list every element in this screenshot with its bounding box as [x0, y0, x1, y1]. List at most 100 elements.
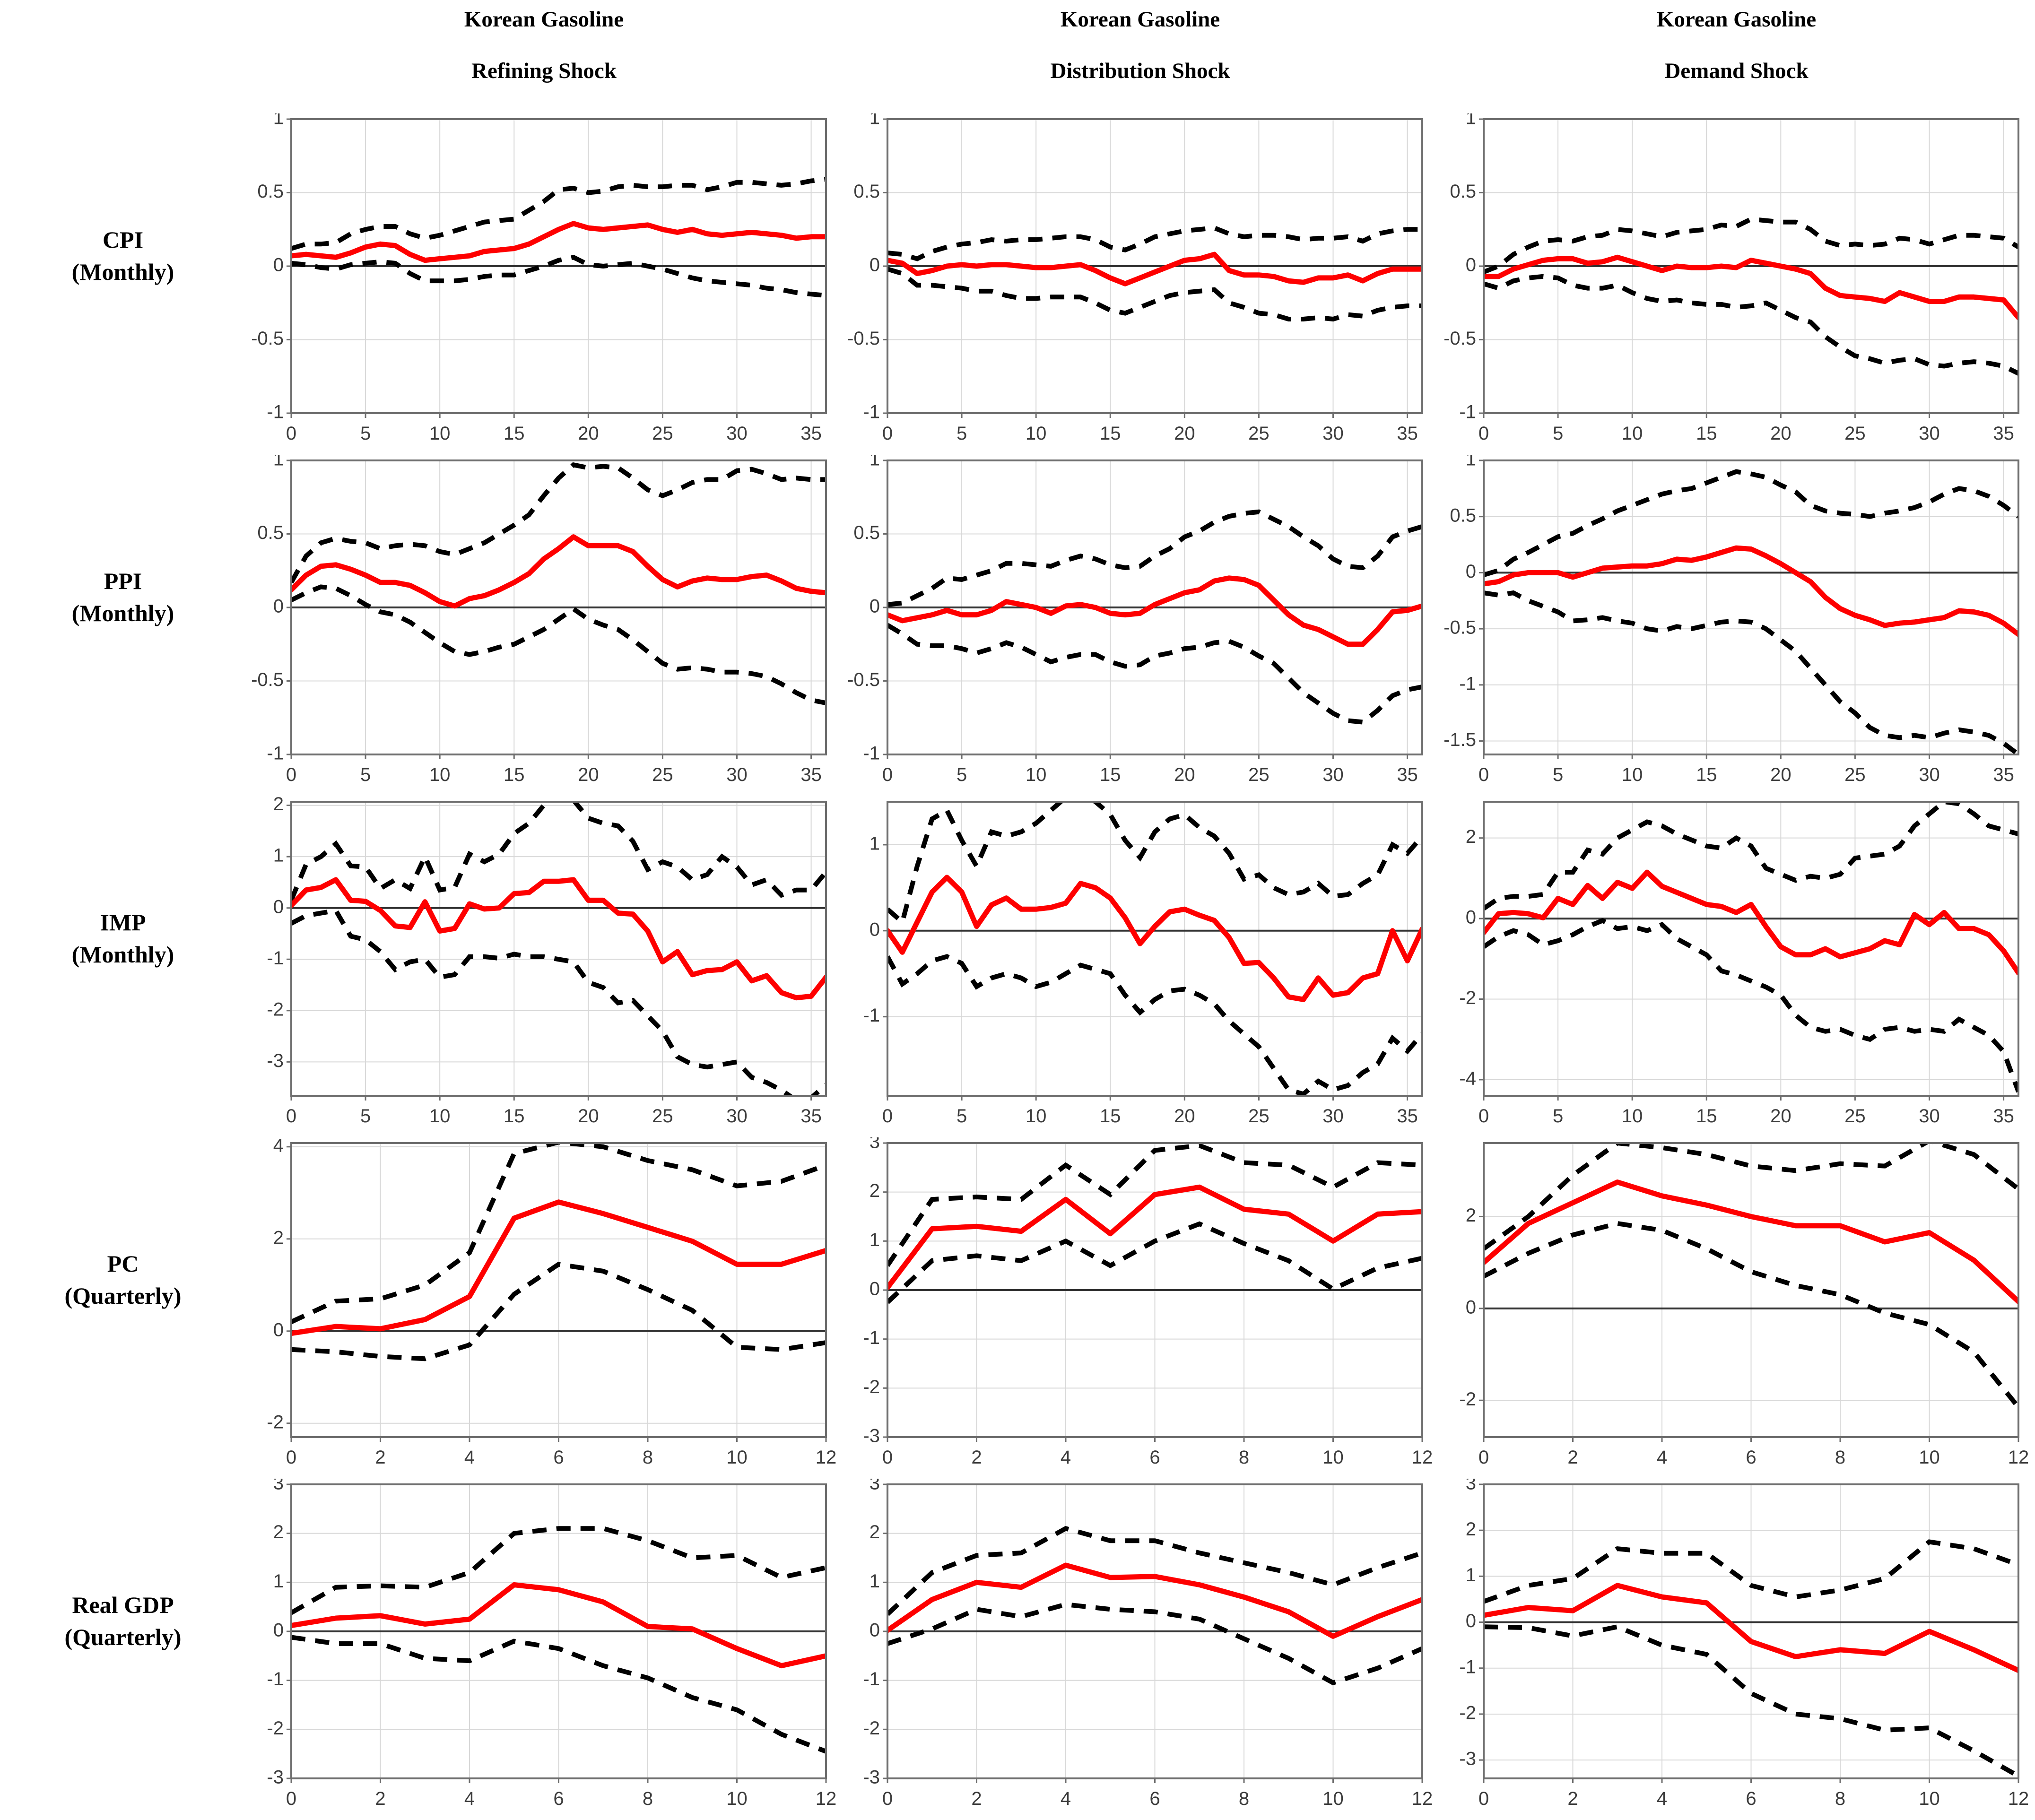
y-tick-label: -0.5 — [1444, 328, 1476, 349]
row-label-line1: PC — [107, 1250, 139, 1277]
upper-band-line — [887, 509, 1422, 607]
x-tick-label: 10 — [1622, 1106, 1643, 1127]
x-tick-label: 35 — [800, 1106, 822, 1127]
y-tick-label: 0 — [870, 919, 880, 940]
y-tick-label: 2 — [273, 1227, 284, 1248]
upper-band-line — [1484, 217, 2018, 275]
x-tick-label: 15 — [1100, 423, 1121, 444]
x-tick-label: 0 — [1478, 764, 1489, 785]
lower-band-line — [887, 1602, 1422, 1686]
x-tick-label: 5 — [360, 1106, 371, 1127]
lower-band-line — [887, 954, 1422, 1096]
x-tick-label: 15 — [1100, 1106, 1121, 1127]
x-tick-label: 0 — [882, 1447, 893, 1468]
column-title-line1: Korean Gasoline — [1060, 7, 1220, 32]
chart-cpi-refining-shock: 1 0.5 0 -0.5 -1 0 5 10 15 20 25 30 35 — [246, 113, 842, 455]
y-tick-label: -1.5 — [1444, 729, 1476, 750]
x-tick-label: 20 — [1770, 423, 1791, 444]
column-title-refining-shock: Korean Gasoline Refining Shock — [246, 0, 842, 113]
lower-band-line — [1484, 274, 2018, 376]
x-tick-label: 5 — [957, 1106, 967, 1127]
x-tick-label: 10 — [726, 1447, 748, 1468]
chart-svg: 210-1-2-30 5 10 15 20 25 30 35 — [267, 796, 827, 1127]
plot-frame — [887, 801, 1423, 1097]
y-tick-label: 1 — [870, 113, 880, 129]
y-tick-label: -1 — [863, 1669, 880, 1690]
upper-band-line — [1484, 1539, 2018, 1604]
y-tick-label: 0 — [273, 596, 284, 617]
y-tick-label: -1 — [267, 402, 284, 423]
x-tick-label: 15 — [1100, 764, 1121, 785]
point-estimate-line — [291, 1582, 826, 1669]
column-title-line1: Korean Gasoline — [464, 7, 624, 32]
x-tick-label: 30 — [1919, 1106, 1940, 1127]
x-tick-label: 0 — [286, 1447, 296, 1468]
x-tick-label: 2 — [1567, 1447, 1578, 1468]
x-tick-label: 35 — [1397, 423, 1418, 444]
x-tick-label: 20 — [1174, 1106, 1195, 1127]
y-tick-label: 2 — [1466, 826, 1476, 847]
x-tick-label: 12 — [1412, 1447, 1433, 1468]
y-tick-label: 1 — [1466, 113, 1476, 129]
chart-svg: 420-20 2 4 6 8 10 12 — [267, 1137, 836, 1468]
lower-band-line — [291, 1635, 826, 1754]
lower-band-line — [291, 584, 826, 706]
point-estimate-line — [1484, 254, 2018, 321]
x-tick-label: 15 — [1696, 1106, 1717, 1127]
y-tick-label: -3 — [267, 1050, 284, 1071]
y-tick-label: -1 — [863, 1327, 880, 1348]
chart-svg: 10.50-0.5-1-1.50 5 10 15 20 25 30 35 — [1444, 455, 2019, 785]
x-tick-label: 20 — [578, 1106, 599, 1127]
x-tick-label: 6 — [1149, 1447, 1160, 1468]
point-estimate-line — [291, 221, 826, 263]
chart-real-gdp-demand-shock: 3 2 1 0 -1 -2 -3 0 2 4 6 8 10 12 — [1438, 1479, 2035, 1820]
y-tick-label: 0 — [1466, 1611, 1476, 1631]
chart-svg: 2 0 -2 0 2 4 6 8 10 12 — [1459, 1142, 2029, 1468]
y-tick-label: 2 — [870, 1522, 880, 1543]
x-tick-label: 10 — [429, 764, 451, 785]
x-tick-label: 15 — [1696, 764, 1717, 785]
lower-band-line — [291, 1262, 826, 1361]
x-tick-label: 2 — [375, 1447, 385, 1468]
lower-band-line — [887, 267, 1422, 322]
y-tick-label: -0.5 — [847, 328, 880, 349]
column-title-line2: Distribution Shock — [1050, 59, 1230, 83]
x-tick-label: 25 — [1844, 764, 1866, 785]
x-tick-label: 30 — [1919, 423, 1940, 444]
point-estimate-line — [1484, 545, 2018, 637]
lower-band-line — [291, 255, 826, 298]
x-tick-label: 12 — [1412, 1788, 1433, 1809]
x-tick-label: 10 — [1026, 423, 1047, 444]
column-title-distribution-shock: Korean Gasoline Distribution Shock — [842, 0, 1438, 113]
x-tick-label: 20 — [1174, 423, 1195, 444]
upper-band-line — [291, 802, 826, 901]
chart-real-gdp-refining-shock: 3 2 1 0 -1 -2 -3 0 2 4 6 8 10 12 — [246, 1479, 842, 1820]
x-tick-label: 8 — [1239, 1788, 1249, 1809]
y-tick-label: -3 — [1459, 1749, 1476, 1769]
x-tick-label: 6 — [1746, 1447, 1756, 1468]
x-tick-label: 4 — [464, 1788, 475, 1809]
y-tick-label: 0.5 — [1450, 505, 1476, 526]
y-tick-label: 0 — [273, 255, 284, 276]
lower-band-line — [291, 908, 826, 1096]
chart-svg: 20-2-40 5 10 15 20 25 30 35 — [1459, 801, 2019, 1127]
y-tick-label: -1 — [1459, 1656, 1476, 1677]
x-tick-label: 15 — [504, 1106, 525, 1127]
x-tick-label: 20 — [578, 764, 599, 785]
x-tick-label: 25 — [652, 423, 673, 444]
x-tick-label: 30 — [1322, 764, 1344, 785]
point-estimate-line — [291, 1199, 826, 1336]
point-estimate-line — [291, 534, 826, 609]
x-tick-label: 5 — [1553, 423, 1563, 444]
lower-band-line — [887, 623, 1422, 725]
lower-band-line — [1484, 590, 2018, 754]
row-label-cpi: CPI (Monthly) — [0, 113, 246, 455]
x-tick-label: 25 — [1248, 423, 1270, 444]
y-tick-label: -2 — [1459, 1389, 1476, 1410]
upper-band-line — [887, 1143, 1422, 1267]
x-tick-label: 30 — [726, 423, 748, 444]
y-tick-label: 0 — [1466, 907, 1476, 928]
point-estimate-line — [887, 1562, 1422, 1639]
y-tick-label: 1 — [870, 1230, 880, 1250]
